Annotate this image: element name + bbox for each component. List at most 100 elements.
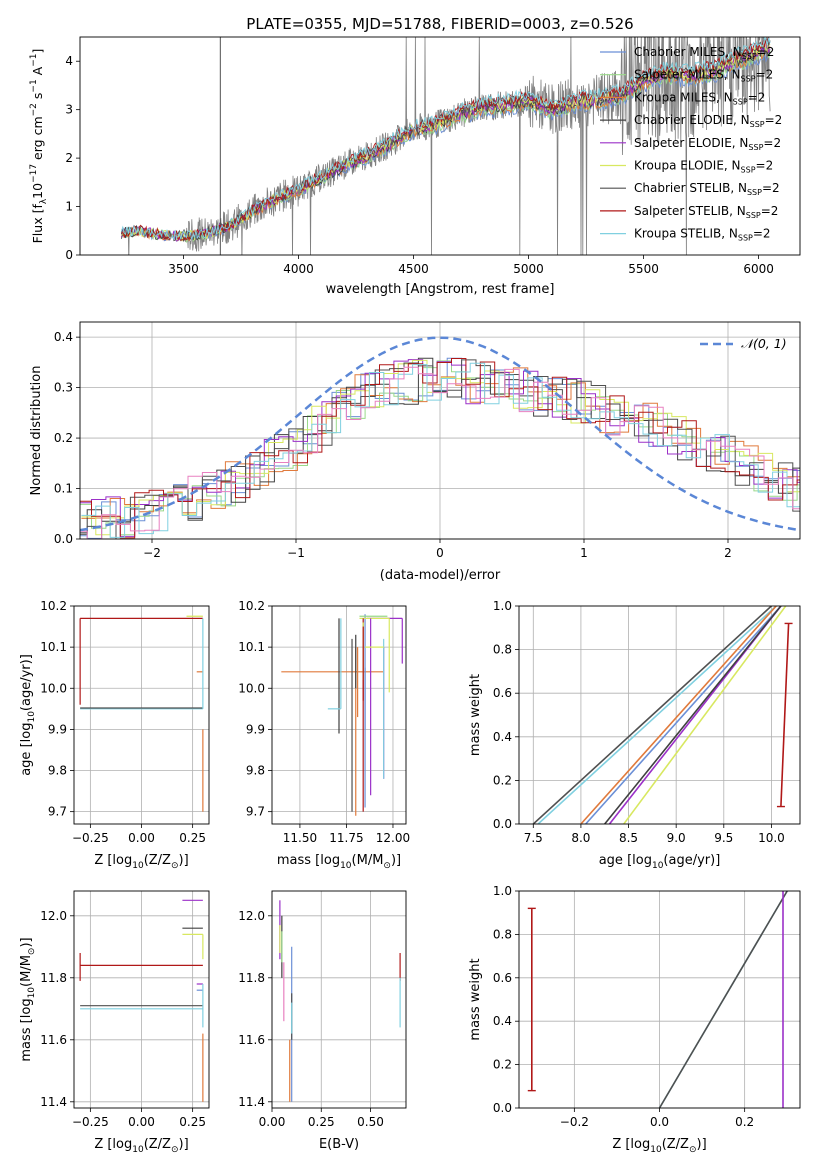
mass-weight-line [623,606,787,824]
x-tick-label: 4000 [283,262,314,276]
legend-name: Salpeter STELIB, N [634,204,746,218]
y-tick-label: 0.6 [493,686,512,700]
y-tick-label: 12.0 [40,909,67,923]
residuals-xlabel: (data-model)/error [380,568,501,583]
x-tick-label: 10.0 [758,831,785,845]
ylabel-part: 10 [27,711,37,723]
y-tick-label: 11.8 [238,971,265,985]
xlabel-part: Z [log [94,853,132,868]
x-tick-label: 3500 [168,262,199,276]
y-tick-label: 10.2 [238,599,265,613]
xlabel-part: ⊙ [171,861,179,871]
mass-weight-line [537,606,777,824]
y-tick-label: 0.8 [493,927,512,941]
y-tick-label: 1 [65,200,73,214]
x-tick-label: 0.0 [650,1115,669,1129]
y-tick-label: 10.1 [238,640,265,654]
x-tick-label: 0.25 [179,1115,206,1129]
xlabel-part: age [log [599,853,652,868]
ylabel-part: −17 [29,164,39,183]
y-tick-label: 0.2 [493,773,512,787]
legend-sub: SSP [746,211,761,220]
mass-weight-line [580,606,777,824]
x-tick-label: −0.25 [72,1115,109,1129]
y-tick-label: 9.8 [246,764,265,778]
mass-weight-vs-age-xlabel: age [log10(age/yr)] [599,853,721,871]
x-tick-label: 0.50 [357,1115,384,1129]
mass-weight-vs-age-marks [532,606,793,824]
xlabel-part: )] [391,853,401,868]
legend-entry: Chabrier STELIB, NSSP=2 [634,181,780,197]
legend-tail: =2 [763,136,781,150]
mass-vs-Z-axes: −0.25 0.00 0.25 11.4 11.6 11.8 12.0 [40,891,209,1129]
x-tick-label: 5500 [628,262,659,276]
legend-sub: SSP [741,75,756,84]
legend-normal-label: 𝒩(0, 1) [741,336,787,351]
mass-weight-vs-Z-frame [518,890,801,1109]
mass-weight-line [780,623,790,807]
y-tick-label: 10.0 [238,681,265,695]
legend-entry: Kroupa MILES, NSSP=2 [634,90,765,106]
x-tick-label: 11.50 [283,831,317,845]
y-tick-label: 9.7 [48,805,67,819]
residual-histograms [80,336,800,539]
y-tick-label: 11.6 [40,1033,67,1047]
xlabel-part: 10 [652,861,664,871]
age-vs-Z-axes: −0.25 0.00 0.25 9.7 9.8 9.9 10.0 10.1 10.2 [40,599,209,845]
legend-entry: Salpeter ELODIE, NSSP=2 [634,136,781,152]
ylabel-part: −2 [29,103,39,116]
y-tick-label: 11.8 [40,971,67,985]
y-tick-label: 10.1 [40,640,67,654]
legend-sub: SSP [742,52,757,61]
y-tick-label: 0.0 [493,817,512,831]
ylabel-part: λ [39,198,49,204]
ylabel-part: mass [log [19,998,34,1061]
y-tick-label: 10.2 [40,599,67,613]
y-tick-label: 0.6 [493,971,512,985]
xlabel-part: Z [log [94,1137,132,1152]
age-vs-Z-xlabel: Z [log10(Z/Z⊙)] [94,853,188,871]
residual-histogram [80,366,800,539]
y-tick-label: 1.0 [493,884,512,898]
y-tick-label: 9.9 [246,722,265,736]
y-tick-label: 11.6 [238,1033,265,1047]
spectrum-axes: 3500 4000 4500 5000 5500 6000 0 1 2 3 4 [65,54,774,276]
legend-sub: SSP [747,188,762,197]
ylabel-part: erg cm [30,116,45,164]
ylabel-part: A [30,66,45,79]
residual-histogram [80,357,800,535]
x-tick-label: 11.75 [329,831,363,845]
mass-weight-vs-age-axes: 7.5 8.0 8.5 9.0 9.5 10.0 0.0 0.2 0.4 0.6 0.8 1.0 [493,599,800,845]
legend-name: Salpeter MILES, N [634,68,741,82]
age-vs-Z-ylabel: age [log10(age/yr)] [19,654,37,776]
y-tick-label: 0.4 [493,730,512,744]
xlabel-part: (age/yr)] [663,853,720,868]
x-tick-label: −0.2 [560,1115,589,1129]
x-tick-label: 0.00 [128,831,155,845]
xlabel-part: ⊙ [383,861,391,871]
y-tick-label: 0.0 [54,532,73,546]
x-tick-label: 7.5 [524,831,543,845]
xlabel-part: ⊙ [171,1145,179,1155]
y-tick-label: 11.4 [238,1095,265,1109]
x-tick-label: −2 [143,546,161,560]
y-tick-label: 3 [65,103,73,117]
legend-tail: =2 [757,45,775,59]
y-tick-label: 4 [65,54,73,68]
y-tick-label: 11.4 [40,1095,67,1109]
y-tick-label: 0 [65,248,73,262]
y-tick-label: 0.4 [493,1014,512,1028]
legend-name: Chabrier STELIB, N [634,181,747,195]
mass-vs-Z-frame [73,890,210,1109]
legend-tail: =2 [761,204,779,218]
x-tick-label: 0.25 [308,1115,335,1129]
xlabel-part: 10 [132,861,144,871]
x-tick-label: 9.5 [714,831,733,845]
normal-curve [80,336,800,532]
xlabel-part: mass [log [277,853,340,868]
ylabel-part: (age/yr)] [19,654,34,711]
x-tick-label: 5000 [513,262,544,276]
xlabel-part: ⊙ [689,1145,697,1155]
y-tick-label: 9.9 [48,722,67,736]
